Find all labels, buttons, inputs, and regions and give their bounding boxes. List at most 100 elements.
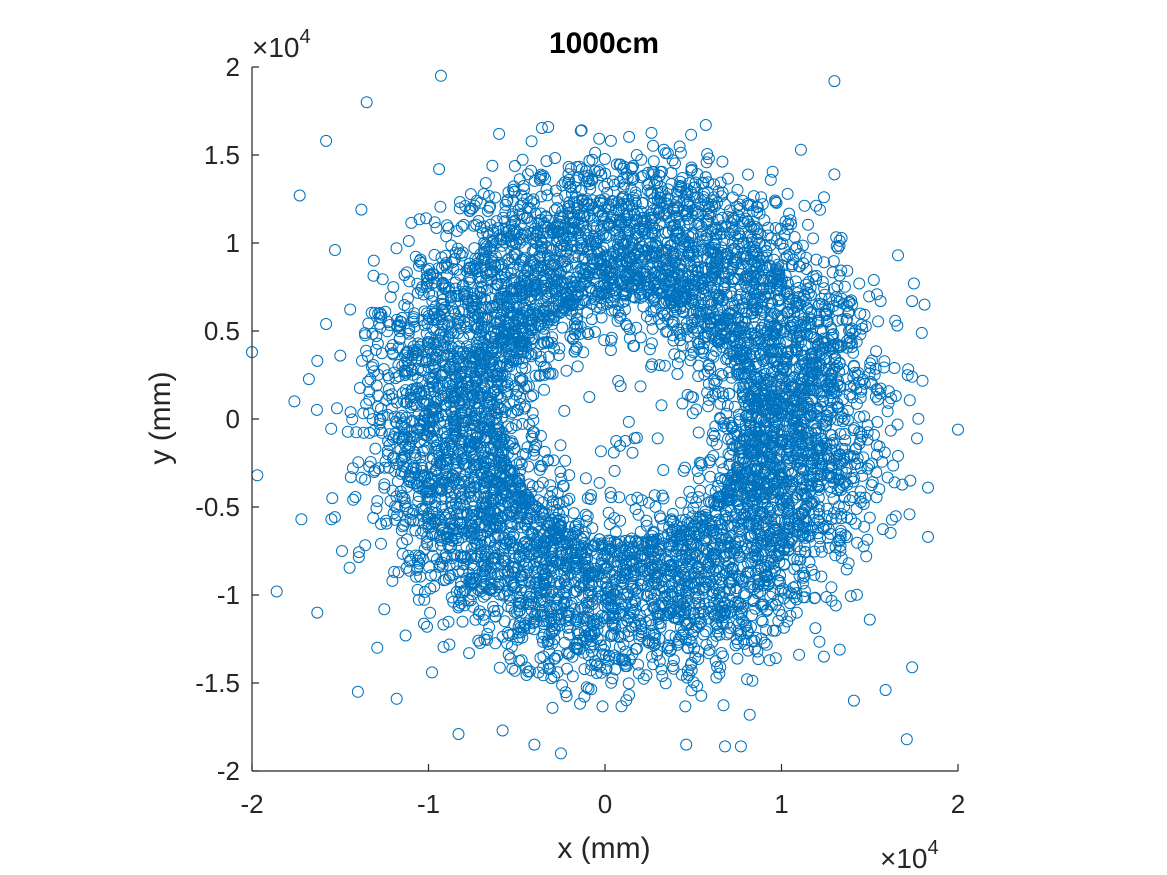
data-point: [466, 309, 479, 322]
data-point: [674, 274, 687, 287]
data-point: [468, 521, 481, 534]
data-point: [712, 579, 725, 592]
data-point: [741, 492, 754, 505]
data-point: [418, 385, 430, 397]
data-point: [794, 391, 807, 404]
data-point: [431, 456, 443, 469]
data-point: [528, 243, 541, 256]
data-point: [434, 417, 446, 430]
data-point: [474, 357, 487, 370]
data-point: [724, 530, 737, 543]
data-point: [513, 605, 526, 618]
data-point: [460, 321, 473, 334]
data-point: [525, 314, 538, 327]
data-point: [585, 594, 598, 607]
data-point: [449, 276, 462, 289]
data-point: [432, 316, 445, 329]
data-point: [447, 327, 460, 340]
data-point: [416, 376, 429, 389]
data-point: [654, 201, 667, 214]
data-point: [827, 393, 840, 406]
data-point: [673, 554, 686, 567]
data-point: [511, 590, 524, 603]
data-point: [763, 319, 776, 332]
data-point: [762, 535, 775, 548]
data-point: [704, 322, 717, 335]
data-point: [761, 513, 774, 526]
data-point: [689, 597, 702, 610]
data-point: [680, 561, 693, 574]
data-point: [790, 327, 803, 340]
data-point: [438, 365, 451, 378]
data-point: [677, 306, 690, 318]
data-point: [704, 281, 717, 294]
data-point: [674, 283, 687, 296]
data-point: [427, 452, 440, 465]
data-point: [701, 213, 714, 226]
data-point: [645, 619, 658, 632]
data-point: [493, 520, 506, 533]
data-point: [774, 495, 787, 508]
data-point: [695, 239, 708, 252]
data-point: [639, 552, 652, 565]
data-point: [534, 283, 547, 296]
data-point: [499, 542, 512, 555]
data-point: [429, 338, 442, 351]
data-point: [602, 585, 614, 598]
data-point: [786, 494, 799, 507]
data-point: [793, 366, 806, 379]
data-point: [579, 263, 592, 276]
data-point: [782, 443, 795, 456]
data-point: [534, 555, 547, 568]
data-point: [509, 325, 521, 338]
data-points: [246, 69, 964, 760]
data-point: [487, 483, 500, 496]
data-point: [500, 232, 513, 245]
data-point: [547, 602, 560, 615]
data-point: [795, 438, 808, 451]
data-point: [485, 339, 498, 352]
data-point: [516, 307, 529, 320]
data-point: [435, 393, 448, 406]
data-point: [609, 588, 622, 601]
data-point: [550, 251, 563, 264]
data-point: [492, 323, 504, 336]
data-point: [807, 331, 820, 344]
data-point: [491, 298, 503, 311]
data-point: [644, 564, 657, 577]
data-point: [754, 560, 767, 573]
data-point: [571, 553, 584, 566]
data-point: [775, 309, 788, 322]
data-point: [480, 482, 492, 495]
data-point: [632, 614, 645, 627]
data-point: [560, 239, 573, 252]
data-point: [607, 290, 620, 303]
data-point: [485, 255, 498, 268]
data-point: [605, 600, 618, 613]
data-point: [623, 557, 636, 570]
data-point: [492, 578, 505, 591]
data-point: [782, 451, 795, 464]
data-point: [502, 342, 515, 355]
data-point: [443, 522, 456, 535]
data-point: [634, 276, 646, 289]
data-point: [731, 293, 744, 306]
data-point: [824, 374, 837, 387]
data-point: [773, 324, 786, 337]
data-point: [517, 233, 530, 246]
data-point: [729, 229, 742, 242]
data-point: [781, 503, 794, 516]
data-point: [537, 269, 550, 282]
data-point: [794, 462, 806, 475]
data-point: [764, 544, 777, 557]
data-point: [628, 277, 641, 290]
data-point: [623, 607, 636, 620]
data-point: [725, 286, 738, 299]
data-point: [552, 530, 565, 543]
data-point: [418, 319, 431, 332]
data-point: [526, 511, 539, 524]
data-point: [779, 438, 792, 451]
data-point: [693, 278, 706, 290]
data-point: [464, 422, 477, 435]
data-point: [470, 455, 483, 468]
